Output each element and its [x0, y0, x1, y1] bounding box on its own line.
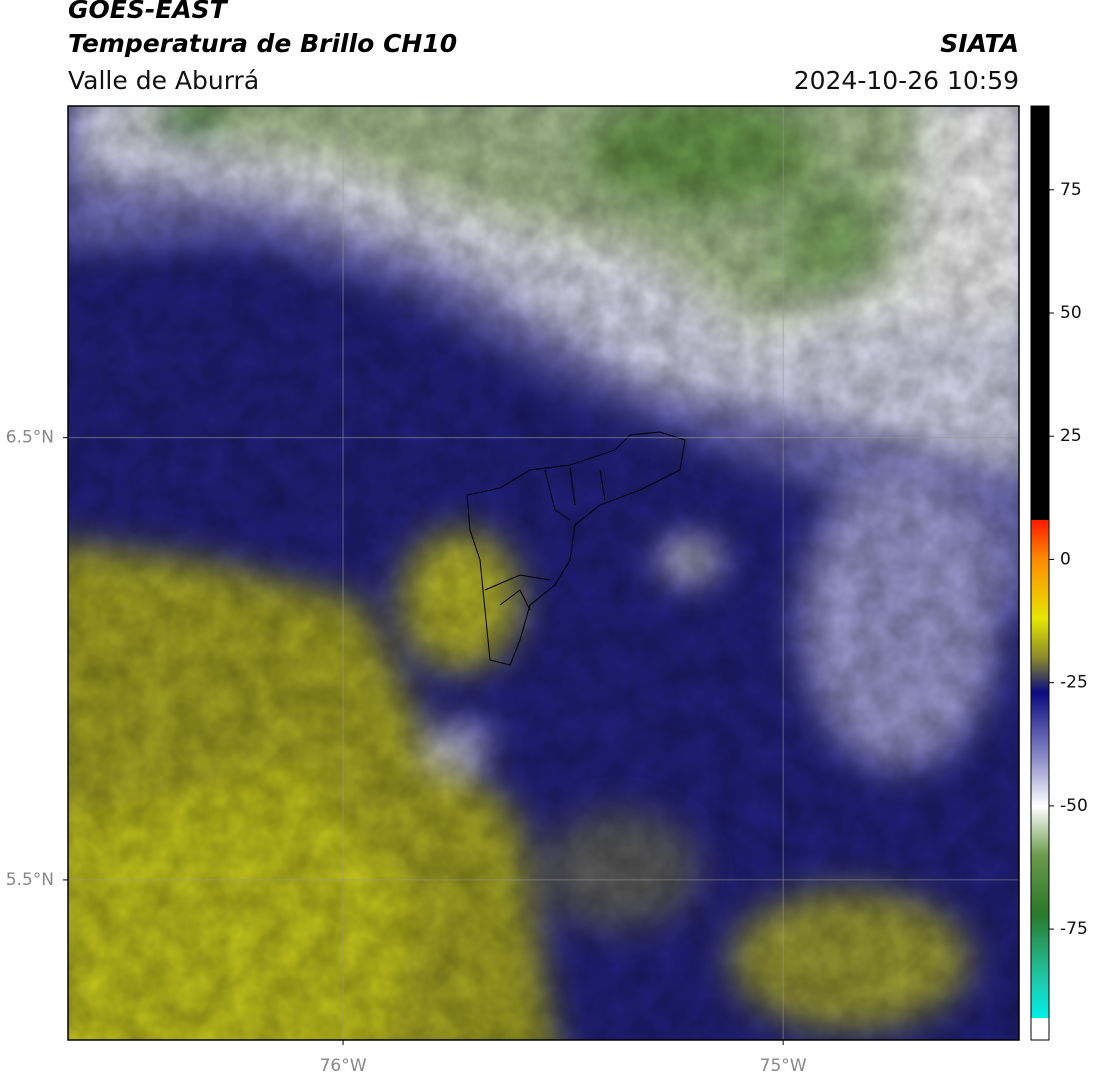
colorbar-tick-label: 75: [1060, 180, 1082, 200]
colorbar-tick-label: -50: [1060, 796, 1088, 816]
colorbar-tick-label: 0: [1060, 549, 1071, 569]
colorbar-tick-label: 50: [1060, 303, 1082, 323]
y-tick-label: 5.5°N: [6, 870, 54, 890]
colorbar-frame: [1030, 105, 1050, 1041]
region: Valle de Aburrá: [68, 66, 259, 95]
colorbar-extension: [1031, 1018, 1049, 1040]
subtitle: Temperatura de Brillo CH10: [68, 29, 457, 58]
x-tick-label: 75°W: [760, 1056, 807, 1076]
title: GOES-EAST: [68, 0, 229, 24]
y-tick-label: 6.5°N: [6, 428, 54, 448]
satellite-image: [68, 106, 1019, 1040]
colorbar: [1031, 106, 1049, 1018]
colorbar-tick-label: -75: [1060, 919, 1088, 939]
map-frame: [67, 105, 1020, 1041]
colorbar-tick-label: -25: [1060, 673, 1088, 693]
colorbar-tick-label: 25: [1060, 426, 1082, 446]
x-tick-label: 76°W: [320, 1056, 367, 1076]
municipal-boundaries: [466, 431, 686, 666]
timestamp: 2024-10-26 10:59: [794, 66, 1019, 95]
graticule: [68, 106, 1019, 1040]
source: SIATA: [940, 29, 1019, 58]
